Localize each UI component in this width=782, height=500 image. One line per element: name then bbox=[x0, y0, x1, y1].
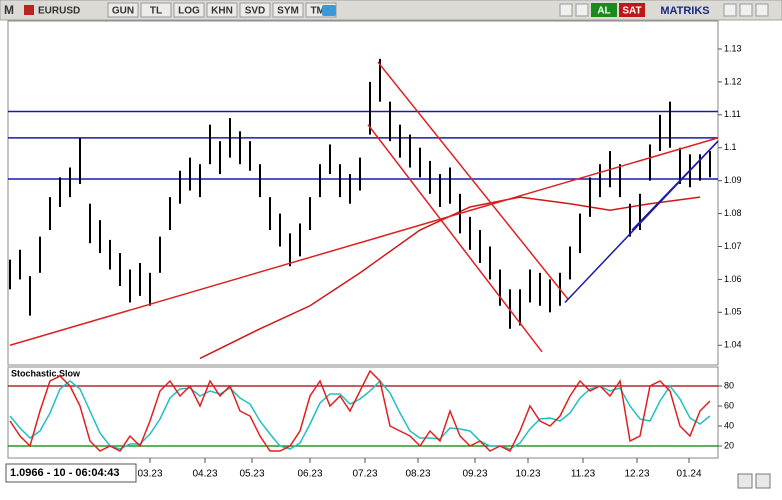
toolbar-button[interactable] bbox=[107, 2, 139, 18]
y-tick-label: 1.08 bbox=[724, 208, 742, 218]
toolbar-button-label[interactable]: SYM bbox=[277, 6, 299, 17]
x-tick-label: 03.23 bbox=[137, 469, 162, 480]
scroll-button[interactable] bbox=[755, 473, 771, 489]
x-tick-label: 10.23 bbox=[515, 469, 540, 480]
indicator-title: Stochastic,Slow bbox=[11, 368, 81, 378]
x-tick-label: 07.23 bbox=[352, 469, 377, 480]
x-tick-label: 04.23 bbox=[192, 469, 217, 480]
toolbar-button-label[interactable]: KHN bbox=[211, 6, 233, 17]
symbol-icon[interactable]: M bbox=[4, 3, 14, 17]
brand: MATRIKS bbox=[660, 5, 709, 17]
indicator-line bbox=[9, 379, 711, 450]
y-tick-label: 1.07 bbox=[724, 241, 742, 251]
price-panel bbox=[7, 20, 719, 366]
x-tick-label: 09.23 bbox=[462, 469, 487, 480]
toolbar-button-label[interactable]: SVD bbox=[245, 6, 266, 17]
status: 1.0966 - 10 - 06:04:43 bbox=[10, 467, 119, 479]
toolbar-button[interactable] bbox=[206, 2, 238, 18]
y-tick-label: 40 bbox=[724, 420, 734, 430]
y-tick-label: 1.1 bbox=[724, 142, 737, 152]
toolbar-button[interactable] bbox=[140, 2, 172, 18]
moving-average bbox=[199, 196, 701, 360]
x-tick-label: 08.23 bbox=[405, 469, 430, 480]
window-button[interactable] bbox=[723, 3, 737, 17]
y-tick-label: 20 bbox=[724, 440, 734, 450]
indicator-line bbox=[9, 369, 711, 453]
flag-icon bbox=[24, 5, 34, 15]
y-tick-label: 60 bbox=[724, 400, 734, 410]
toolbar-button[interactable] bbox=[239, 2, 271, 18]
y-tick-label: 1.13 bbox=[724, 43, 742, 53]
status-box bbox=[5, 463, 137, 483]
y-tick-label: 1.11 bbox=[724, 109, 741, 119]
sell-button[interactable] bbox=[619, 3, 645, 17]
x-tick-label: 12.23 bbox=[624, 469, 649, 480]
toolbar-button[interactable] bbox=[272, 2, 304, 18]
twitter-icon[interactable] bbox=[322, 5, 336, 16]
x-tick-label: 05.23 bbox=[239, 469, 264, 480]
y-tick-label: 1.09 bbox=[724, 175, 742, 185]
toolbar-button[interactable] bbox=[173, 2, 205, 18]
y-tick-label: 1.04 bbox=[724, 340, 742, 350]
toolbar-button-label[interactable]: GUN bbox=[112, 6, 134, 17]
toolbar-button-label[interactable]: LOG bbox=[178, 6, 200, 17]
icon-button[interactable] bbox=[575, 3, 589, 17]
window-button[interactable] bbox=[755, 3, 769, 17]
trend-line bbox=[367, 124, 543, 353]
plot: 1.04 1.05 1.06 1.07 1.08 1.09 1.1 1.11 1.12 1.13 2… bbox=[8, 43, 742, 480]
x-tick-label: 01.24 bbox=[676, 469, 701, 480]
icon-button[interactable] bbox=[559, 3, 573, 17]
window-button[interactable] bbox=[739, 3, 753, 17]
buy-button[interactable] bbox=[591, 3, 617, 17]
toolbar-button-label[interactable]: TMP bbox=[310, 6, 331, 17]
toolbar-button-label[interactable]: TL bbox=[150, 6, 162, 17]
toolbar-buttons: GUN TL LOG KHN SVD SYM TMP bbox=[107, 2, 337, 18]
y-tick-label: 1.06 bbox=[724, 274, 742, 284]
y-tick-label: 1.12 bbox=[724, 76, 742, 86]
trend-line bbox=[9, 137, 719, 346]
buy-label[interactable]: AL bbox=[597, 6, 610, 17]
x-tick-label: 06.23 bbox=[297, 469, 322, 480]
trend-line bbox=[631, 140, 719, 231]
symbol[interactable]: EURUSD bbox=[38, 6, 80, 17]
x-tick-label: 11.23 bbox=[571, 469, 596, 480]
y-tick-label: 80 bbox=[724, 380, 734, 390]
y-tick-label: 1.05 bbox=[724, 307, 742, 317]
sell-label[interactable]: SAT bbox=[622, 6, 641, 17]
trend-line bbox=[377, 61, 569, 300]
stochastic-panel bbox=[7, 366, 719, 459]
scroll-button[interactable] bbox=[737, 473, 753, 489]
